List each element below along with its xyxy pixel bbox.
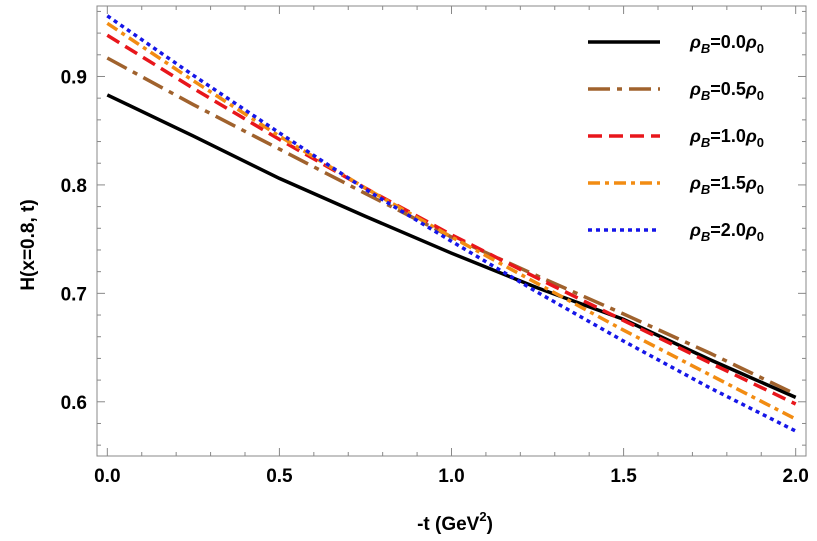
y-tick-label: 0.9: [61, 67, 87, 88]
legend-text-part: =1.5: [710, 173, 746, 193]
y-tick-label: 0.8: [61, 176, 87, 197]
y-tick-label: 0.7: [61, 284, 87, 305]
legend-label-4: ρB=2.0ρ0: [689, 220, 764, 244]
legend-text-part: B: [701, 182, 710, 197]
legend-text-part: B: [701, 229, 710, 244]
legend-text-part: ρ: [689, 126, 701, 146]
legend-text-part: B: [701, 41, 710, 56]
legend-text-part: 0: [757, 182, 764, 197]
legend-text-part: ρ: [745, 173, 757, 193]
series-layer: [106, 14, 797, 433]
legend-text-part: =0.0: [710, 32, 746, 52]
legend-text-part: ρ: [745, 220, 757, 240]
x-tick-label: 2.0: [782, 466, 808, 487]
legend-text-part: ρ: [689, 79, 701, 99]
series-line-3: [106, 21, 797, 421]
legend-label-3: ρB=1.5ρ0: [689, 173, 764, 197]
legend-text-part: B: [701, 135, 710, 150]
legend-text-part: ρ: [689, 220, 701, 240]
legend-label-0: ρB=0.0ρ0: [689, 32, 764, 56]
legend-text-part: 0: [757, 88, 764, 103]
legend-label-2: ρB=1.0ρ0: [689, 126, 764, 150]
x-tick-label: 1.5: [610, 466, 637, 487]
x-axis-ticks: 0.0 0.5 1.0 1.5 2.0: [94, 6, 809, 487]
legend-label-1: ρB=0.5ρ0: [689, 79, 764, 103]
legend-text-part: 0: [757, 41, 764, 56]
series-line-0: [106, 93, 797, 400]
series-line-1: [106, 56, 797, 396]
legend-text-part: =1.0: [710, 126, 746, 146]
legend-text-part: ρ: [745, 32, 757, 52]
legend-text-part: B: [701, 88, 710, 103]
legend-text-part: ρ: [689, 32, 701, 52]
y-axis-ticks: 0.6 0.7 0.8 0.9: [61, 10, 806, 446]
x-tick-label: 0.5: [266, 466, 293, 487]
legend-text-part: =0.5: [710, 79, 746, 99]
legend-text-part: ρ: [745, 126, 757, 146]
legend-text-part: 0: [757, 135, 764, 150]
legend-text-part: =2.0: [710, 220, 746, 240]
legend-text-part: ρ: [745, 79, 757, 99]
x-tick-label: 0.0: [94, 466, 120, 487]
y-axis-title: H(x=0.8, t): [18, 199, 39, 290]
x-tick-label: 1.0: [438, 466, 464, 487]
y-tick-label: 0.6: [61, 393, 87, 414]
legend-text-part: ρ: [689, 173, 701, 193]
series-line-4: [106, 14, 797, 433]
x-axis-title: -t (GeV2): [417, 509, 493, 535]
series-line-2: [106, 33, 797, 406]
legend-text-part: 0: [757, 229, 764, 244]
